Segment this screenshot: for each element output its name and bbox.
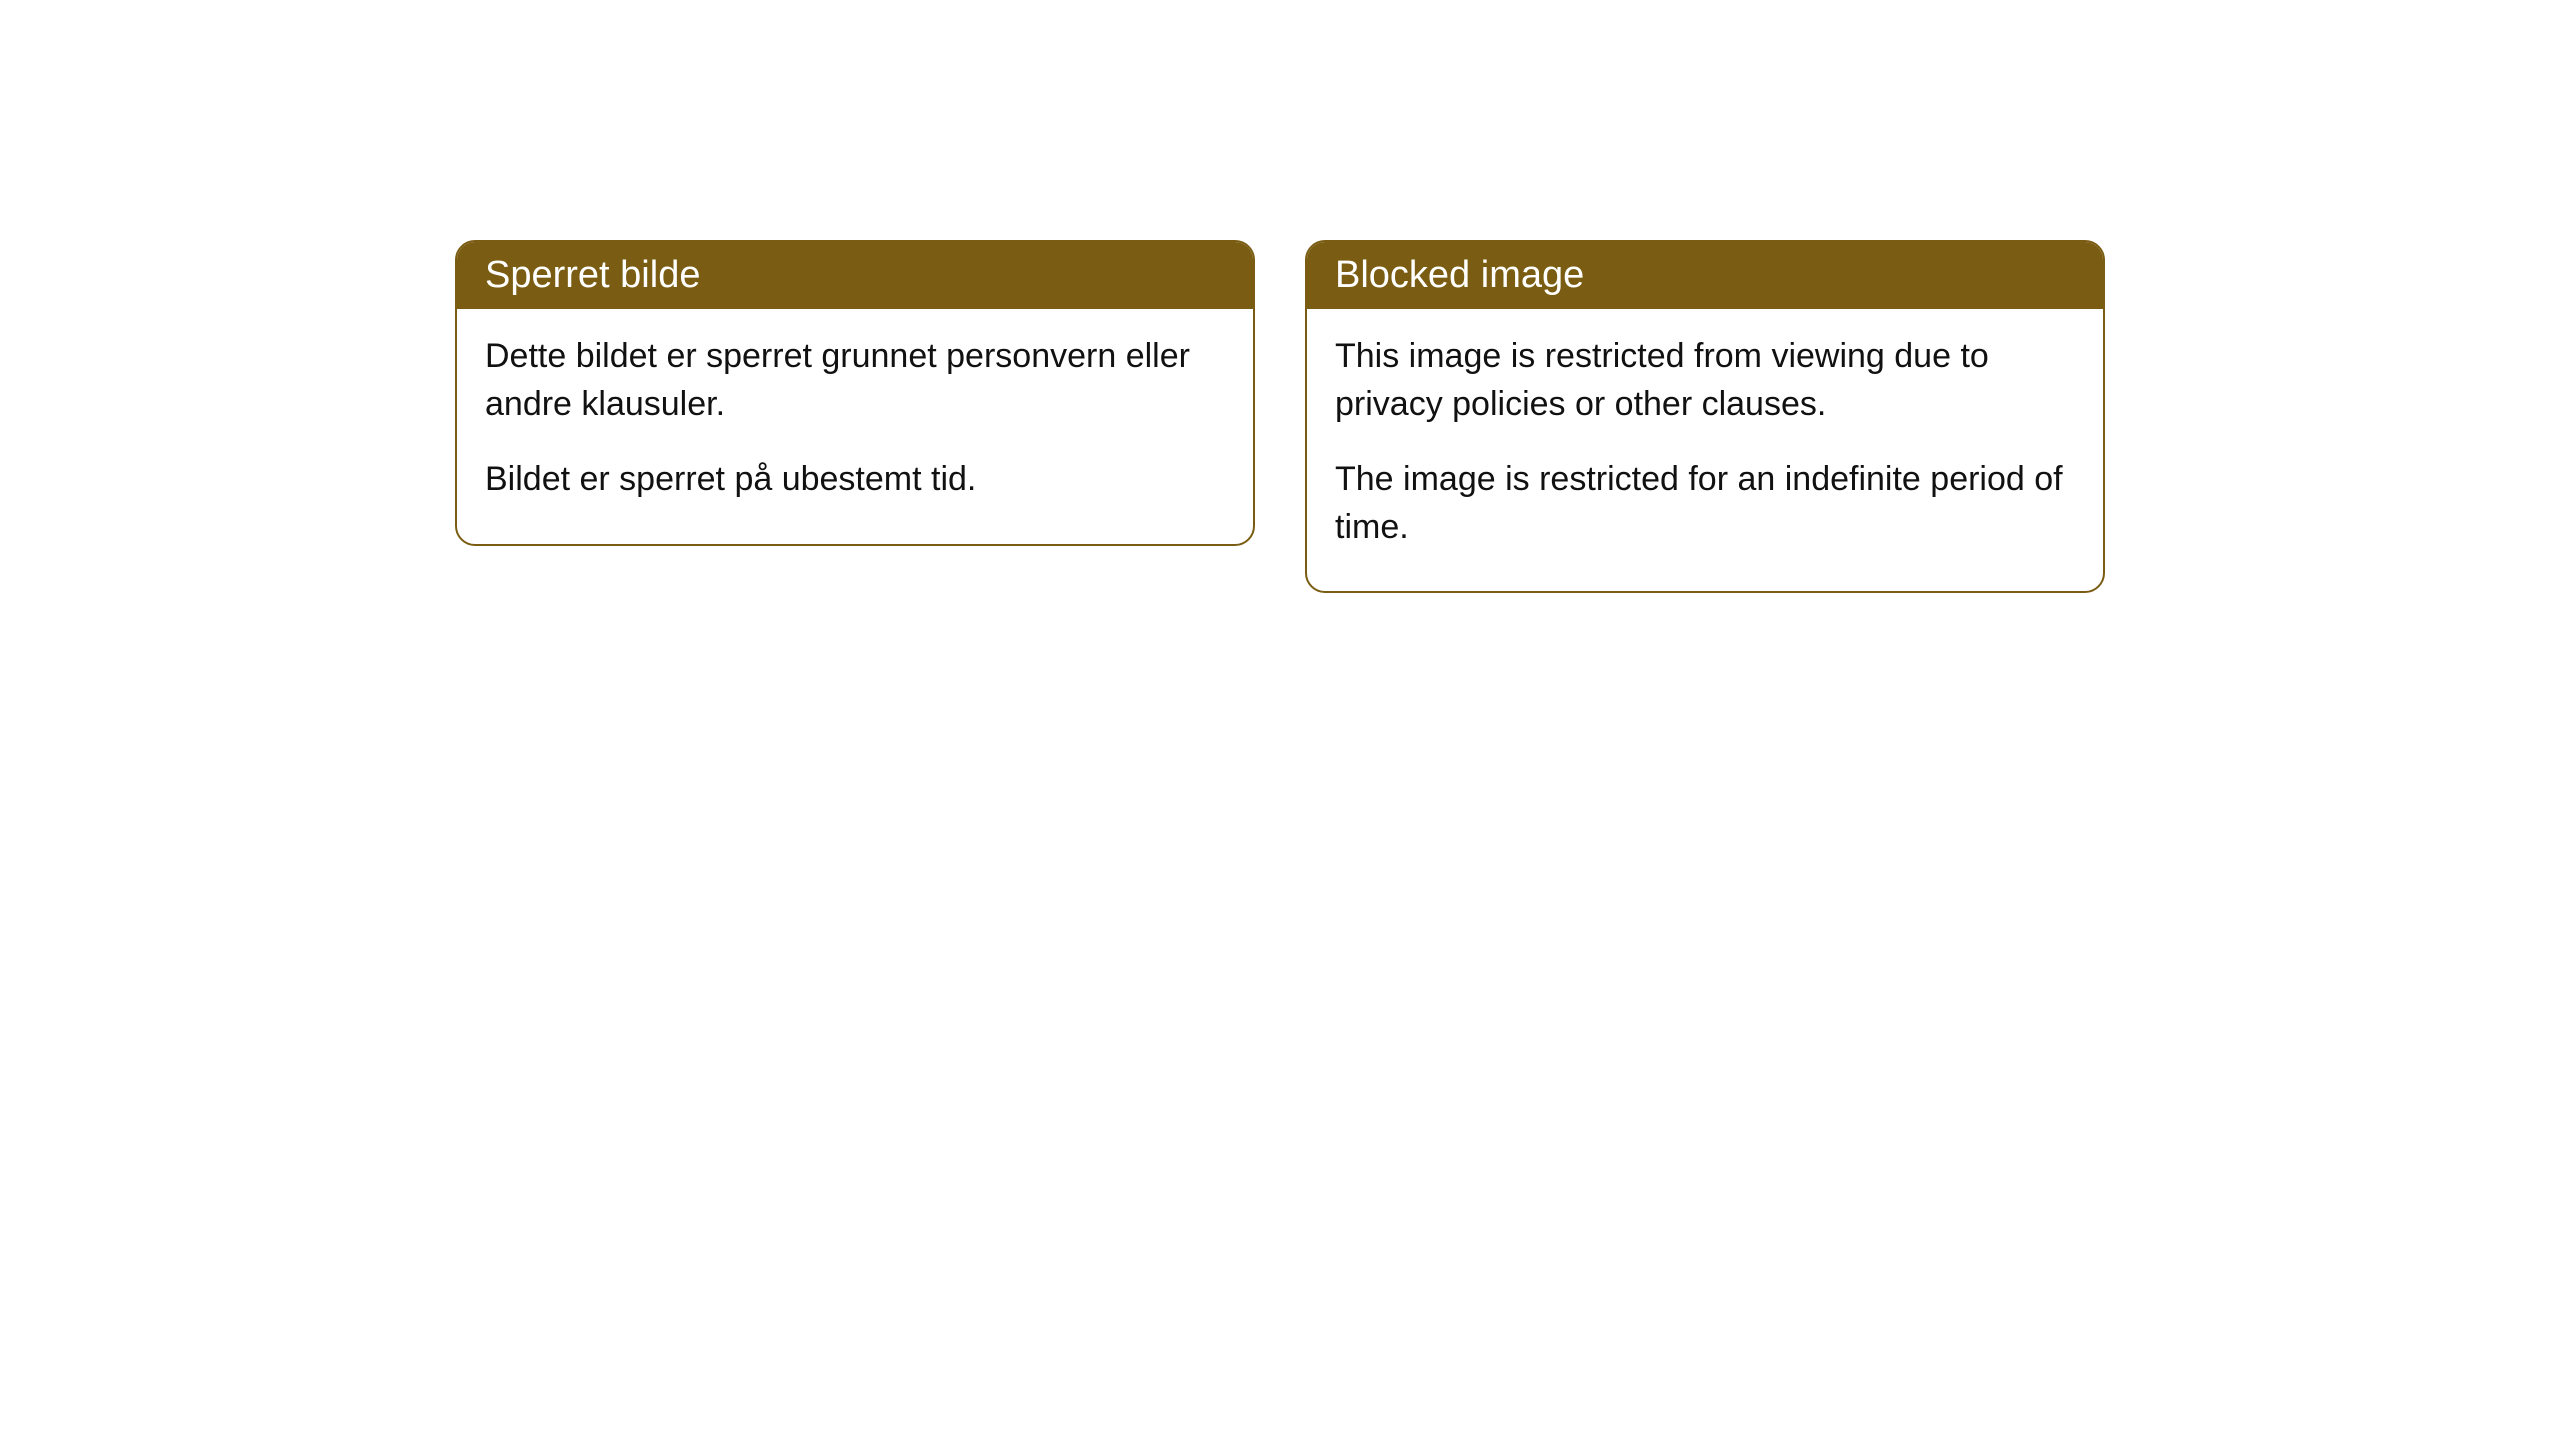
card-para2-english: The image is restricted for an indefinit… [1335, 456, 2075, 551]
blocked-image-card-norwegian: Sperret bilde Dette bildet er sperret gr… [455, 240, 1255, 546]
blocked-image-card-english: Blocked image This image is restricted f… [1305, 240, 2105, 593]
card-para2-norwegian: Bildet er sperret på ubestemt tid. [485, 456, 1225, 504]
card-header-english: Blocked image [1307, 242, 2103, 309]
card-body-norwegian: Dette bildet er sperret grunnet personve… [457, 309, 1253, 544]
card-header-norwegian: Sperret bilde [457, 242, 1253, 309]
card-title-norwegian: Sperret bilde [485, 254, 700, 296]
card-para1-norwegian: Dette bildet er sperret grunnet personve… [485, 333, 1225, 428]
card-title-english: Blocked image [1335, 254, 1584, 296]
card-body-english: This image is restricted from viewing du… [1307, 309, 2103, 591]
card-para1-english: This image is restricted from viewing du… [1335, 333, 2075, 428]
